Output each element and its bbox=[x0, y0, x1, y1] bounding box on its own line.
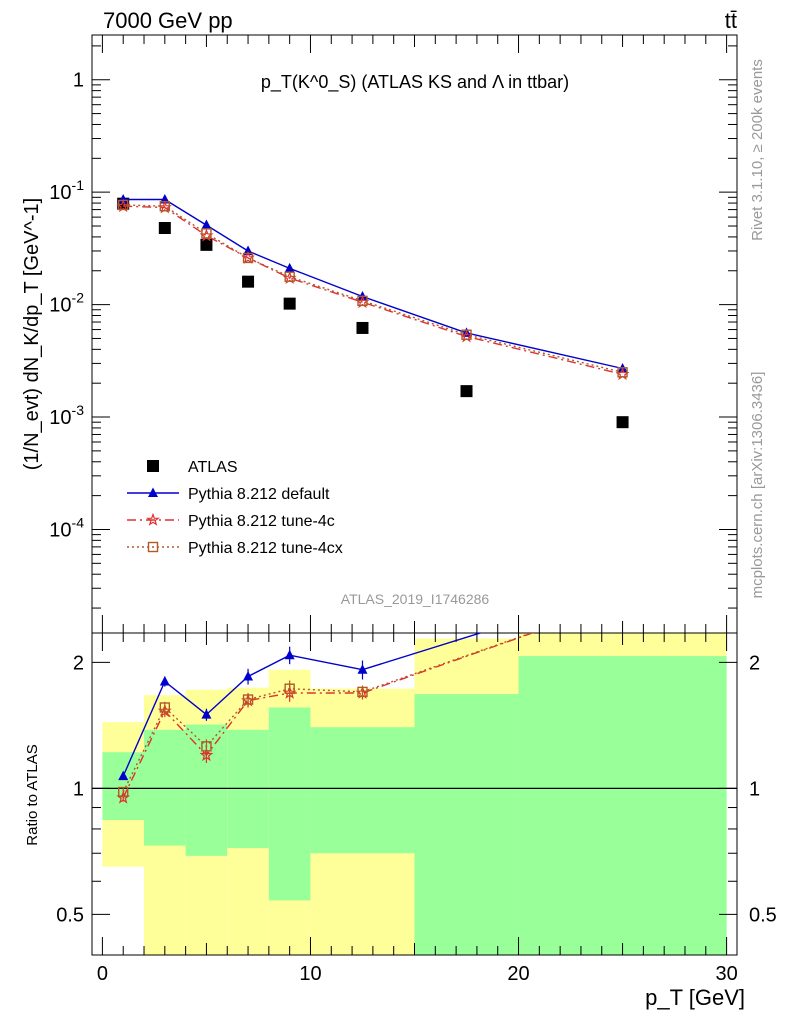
ratio-point bbox=[159, 702, 171, 713]
ratio-point bbox=[618, 583, 628, 593]
band-green bbox=[310, 727, 415, 854]
legend-marker bbox=[148, 487, 158, 497]
band-green bbox=[414, 694, 519, 955]
legend-marker bbox=[147, 541, 159, 553]
data-point bbox=[357, 295, 368, 307]
ratio-y-tick-label-right: 0.5 bbox=[749, 904, 777, 926]
ratio-y-tick-label-right: 2 bbox=[749, 652, 760, 674]
data-point bbox=[201, 228, 212, 239]
x-tick-label: 0 bbox=[97, 963, 108, 985]
band-green bbox=[518, 656, 727, 955]
ratio-point bbox=[284, 683, 295, 694]
data-point bbox=[616, 416, 629, 429]
x-tick-label: 30 bbox=[715, 963, 737, 985]
ratio-y-tick-label-right: 1 bbox=[749, 778, 760, 800]
data-point bbox=[201, 219, 212, 230]
ratio-point bbox=[242, 694, 254, 705]
x-tick-label: 10 bbox=[299, 963, 321, 985]
ratio-y-tick-label: 1 bbox=[73, 778, 84, 800]
ratio-y-tick-label: 2 bbox=[73, 652, 84, 674]
data-point bbox=[284, 271, 295, 282]
x-tick-label: 20 bbox=[507, 963, 529, 985]
ratio-point bbox=[201, 741, 212, 752]
ratio-point bbox=[357, 686, 368, 698]
rivet-version-label: Rivet 3.1.10, ≥ 200k events bbox=[749, 59, 766, 241]
ratio-point bbox=[118, 770, 129, 781]
band-green bbox=[102, 752, 145, 821]
band-green bbox=[144, 729, 186, 846]
ratio-axes: 0.5 0.51 12 20 10 20 30 bbox=[56, 632, 777, 985]
ratio-point bbox=[617, 596, 628, 606]
legend: ATLAS Pythia 8.212 default Pythia 8.212 tu… bbox=[127, 459, 343, 557]
data-point bbox=[118, 194, 129, 204]
legend-marker bbox=[147, 460, 159, 472]
y-tick-label: 1 bbox=[73, 70, 84, 92]
y-tick-label: 10-1 bbox=[49, 177, 84, 204]
ratio-series bbox=[116, 583, 628, 804]
data-point bbox=[159, 201, 171, 212]
main-series bbox=[116, 194, 630, 429]
y-tick-label: 10-3 bbox=[49, 402, 84, 429]
ratio-point bbox=[284, 649, 295, 660]
y-axis-label-main: (1/N_evt) dN_K/dp_T [GeV^-1] bbox=[21, 198, 43, 470]
legend-label: Pythia 8.212 default bbox=[188, 486, 330, 503]
ratio-panel: 0.5 0.51 12 20 10 20 30 Ratio to ATLAS p_T [Ge… bbox=[24, 583, 777, 1010]
plot-title: p_T(K^0_S) (ATLAS KS and Λ in ttbar) bbox=[261, 72, 569, 93]
data-point bbox=[460, 385, 473, 398]
data-point bbox=[243, 245, 254, 255]
legend-marker bbox=[146, 512, 160, 526]
data-point bbox=[242, 252, 254, 264]
ratio-point bbox=[618, 597, 627, 606]
data-point bbox=[284, 262, 295, 273]
data-point bbox=[617, 367, 628, 378]
mcplots-label: mcplots.cern.ch [arXiv:1306.3436] bbox=[749, 372, 766, 599]
ratio-point bbox=[357, 664, 368, 674]
energy-label: 7000 GeV pp bbox=[103, 8, 233, 33]
data-point bbox=[118, 199, 129, 211]
y-axis-label-ratio: Ratio to ATLAS bbox=[24, 744, 41, 845]
legend-label: Pythia 8.212 tune-4c bbox=[188, 513, 335, 530]
uncertainty-bands bbox=[102, 633, 727, 955]
data-point bbox=[200, 238, 213, 251]
legend-label: ATLAS bbox=[188, 459, 238, 476]
data-point bbox=[242, 275, 255, 288]
y-tick-label: 10-2 bbox=[49, 290, 84, 317]
y-tick-label: 10-4 bbox=[49, 514, 84, 541]
ratio-y-tick-label: 0.5 bbox=[56, 904, 84, 926]
x-axis-label: p_T [GeV] bbox=[645, 985, 745, 1010]
ratio-point bbox=[243, 671, 254, 681]
series-line bbox=[123, 198, 623, 370]
process-label: tt̄ bbox=[725, 8, 737, 33]
analysis-watermark: ATLAS_2019_I1746286 bbox=[341, 591, 490, 607]
data-point bbox=[461, 329, 472, 340]
series-line bbox=[123, 205, 623, 375]
ratio-point bbox=[159, 675, 170, 686]
data-point bbox=[283, 297, 296, 310]
band-green bbox=[268, 707, 311, 901]
data-point bbox=[158, 222, 171, 235]
main-axes: 10-4 10-3 10-2 10-1 1 bbox=[49, 34, 738, 634]
main-panel: 10-4 10-3 10-2 10-1 1 p_T(K^0_S) (ATLAS KS a… bbox=[21, 34, 738, 634]
ratio-point bbox=[199, 747, 214, 762]
legend-label: Pythia 8.212 tune-4cx bbox=[188, 540, 343, 557]
data-point bbox=[356, 321, 369, 334]
ratio-point bbox=[201, 709, 212, 719]
ratio-point bbox=[118, 786, 129, 798]
